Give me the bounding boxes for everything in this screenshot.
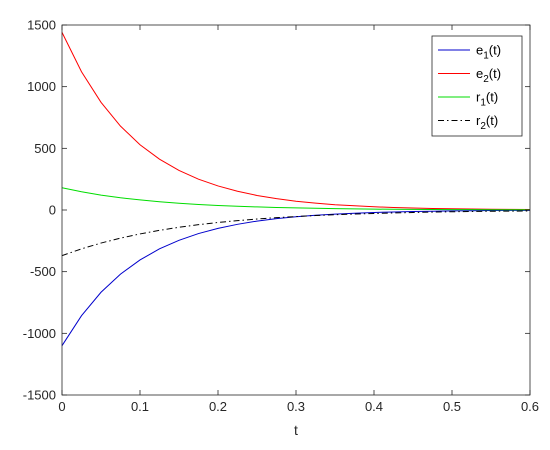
series-line-e2 [61,32,531,211]
y-tick-label: 1000 [27,79,56,94]
x-tick-label: 0.6 [521,399,539,414]
x-tick-label: 0.5 [443,399,461,414]
x-axis-label: t [294,422,298,438]
series-line-r2 [61,210,531,257]
series-layer [61,32,531,346]
y-tick-label: 500 [34,141,56,156]
legend-box [431,35,523,137]
y-tick-label: -1500 [23,388,56,403]
x-tick-label: 0.4 [365,399,383,414]
legend-label-e1: e1(t) [476,43,501,62]
legend-label-e2: e2(t) [476,66,501,85]
legend-label-r2: r2(t) [476,113,498,132]
legend-label-r1: r1(t) [476,90,498,109]
x-tick-label: 0.1 [131,399,149,414]
y-tick-label: -1000 [23,326,56,341]
legend: e1(t) e2(t) r1(t) r2(t) [431,35,523,137]
axes-layer: 0 0.1 0.2 0.3 0.4 0.5 0.6 -1500 -1000 -500 0 500 100… [23,18,539,415]
y-tick-label: -500 [30,264,56,279]
x-tick-label: 0 [58,399,65,414]
y-tick-label: 0 [49,203,56,218]
y-tick-label: 1500 [27,18,56,33]
x-tick-label: 0.2 [209,399,227,414]
series-line-e1 [61,209,530,346]
series-line-r1 [61,187,530,211]
x-tick-label: 0.3 [287,399,305,414]
